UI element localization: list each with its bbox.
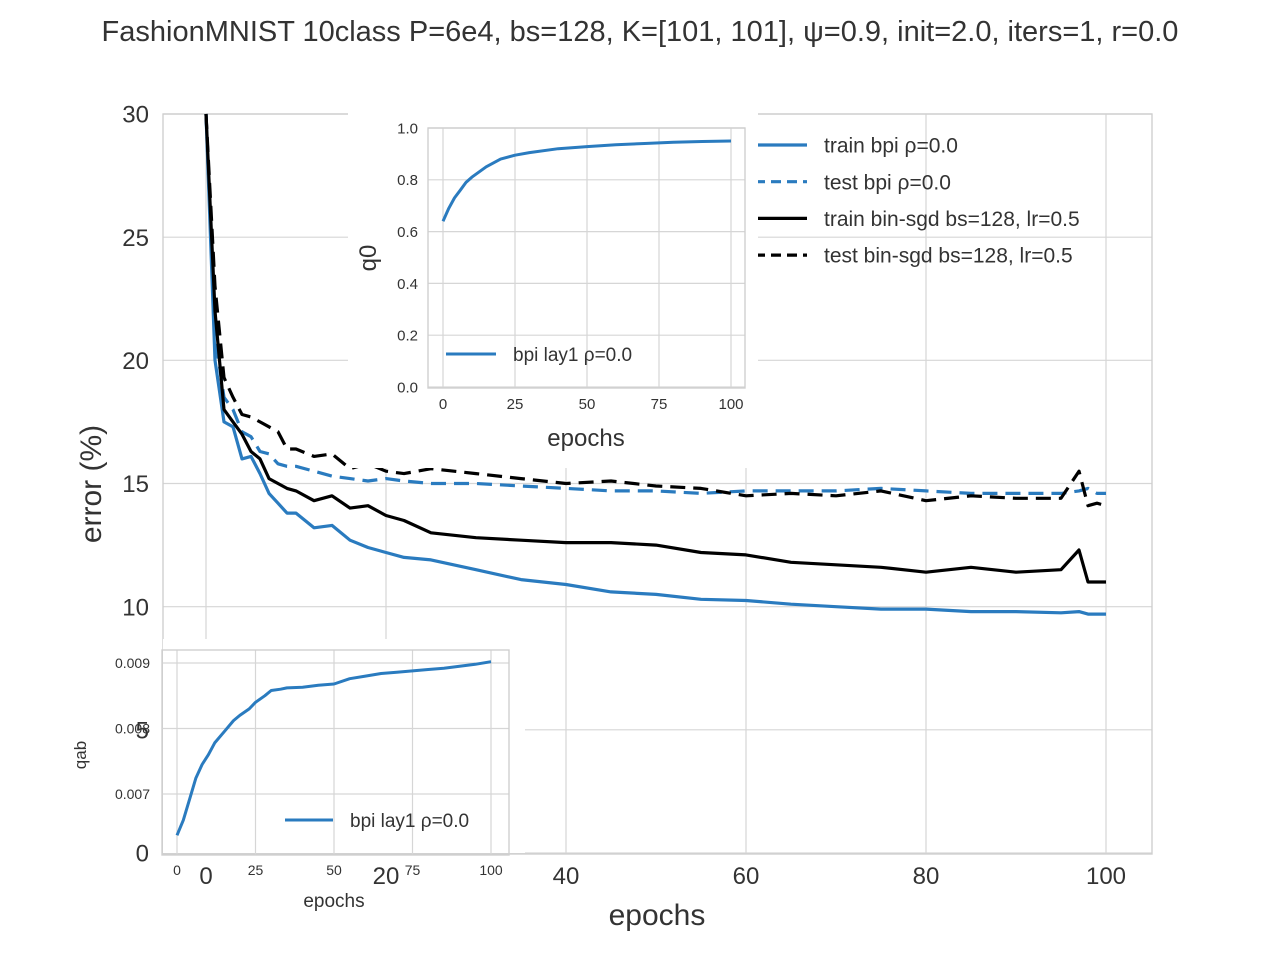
main-x-tick-label: 100: [1086, 863, 1126, 890]
main-legend-label: train bin-sgd bs=128, lr=0.5: [824, 208, 1080, 231]
main-tick-labels: 0 20 40 60 80 100 0 5 10 15 20 25 30: [122, 102, 1126, 890]
main-series-lines: [204, 113, 1107, 616]
inset-qab-series-lines: [175, 660, 492, 836]
main-x-tick-label: 60: [733, 863, 760, 890]
main-x-tick-label: 40: [553, 863, 580, 890]
main-x-tick-label: 0: [199, 863, 212, 890]
inset-q0-background: [348, 112, 758, 468]
main-series-line-1: [204, 113, 1106, 495]
main-y-tick-label: 30: [122, 102, 149, 129]
inset-qab-legend: bpi lay1 ρ=0.0: [285, 811, 469, 832]
main-legend-label: test bin-sgd bs=128, lr=0.5: [824, 245, 1073, 268]
inset-qab-y-tick-label: 0.008: [115, 721, 150, 737]
inset-q0-y-tick-label: 1.0: [397, 120, 418, 137]
inset-q0-series-lines: [441, 139, 732, 222]
inset-qab-x-tick-label: 25: [248, 862, 264, 878]
inset-qab-x-tick-label: 75: [405, 862, 421, 878]
main-x-tick-label: 20: [373, 863, 400, 890]
inset-q0-frame: [427, 127, 746, 389]
inset-q0-x-tick-label: 100: [718, 396, 743, 413]
inset-q0-x-tick-label: 0: [439, 396, 447, 413]
inset-qab-background: [163, 639, 525, 853]
main-x-tick-label: 80: [913, 863, 940, 890]
main-legend-label: train bpi ρ=0.0: [824, 135, 958, 158]
main-y-tick-label: 20: [122, 348, 149, 375]
main-legend: train bpi ρ=0.0 test bpi ρ=0.0 train bin-s…: [755, 135, 1080, 268]
inset-qab-y-tick-label: 0.007: [115, 786, 150, 802]
main-y-tick-label: 0: [136, 841, 149, 868]
inset-qab-x-axis-label: epochs: [303, 891, 364, 912]
main-series-line-2: [204, 113, 1106, 584]
inset-q0-y-axis-label: q0: [355, 245, 382, 272]
main-y-tick-label: 25: [122, 225, 149, 252]
inset-q0-y-tick-label: 0.8: [397, 172, 418, 189]
inset-q0-tick-labels: 0 25 50 75 100 0.0 0.2 0.4 0.6 0.8 1.0: [397, 120, 743, 413]
inset-qab-x-tick-label: 50: [326, 862, 342, 878]
inset-q0-y-tick-label: 0.6: [397, 224, 418, 241]
inset-q0-y-tick-label: 0.2: [397, 328, 418, 345]
main-y-tick-label: 10: [122, 594, 149, 621]
main-x-axis-label: epochs: [609, 899, 706, 932]
inset-qab-x-tick-label: 100: [479, 862, 503, 878]
inset-q0-plot: 0 25 50 75 100 0.0 0.2 0.4 0.6 0.8 1.0 epochs q0 b…: [348, 112, 758, 468]
inset-q0-y-tick-label: 0.0: [397, 379, 418, 396]
inset-qab-gridlines: [162, 650, 509, 855]
inset-q0-y-tick-label: 0.4: [397, 276, 418, 293]
inset-q0-legend: bpi lay1 ρ=0.0: [446, 345, 632, 366]
inset-q0-x-tick-label: 75: [651, 396, 668, 413]
main-series-line-3: [204, 113, 1107, 508]
inset-q0-series-line-0: [441, 139, 732, 222]
main-series-line-0: [204, 113, 1106, 616]
inset-qab-frame: [161, 649, 510, 856]
main-y-tick-label: 5: [136, 717, 149, 744]
main-legend-label: test bpi ρ=0.0: [824, 171, 951, 194]
inset-qab-series-line-0: [175, 660, 492, 836]
inset-qab-y-tick-label: 0.009: [115, 655, 150, 671]
inset-q0-legend-label: bpi lay1 ρ=0.0: [513, 345, 632, 366]
chart-title: FashionMNIST 10class P=6e4, bs=128, K=[1…: [102, 16, 1179, 48]
main-y-axis-label: error (%): [75, 425, 108, 543]
inset-q0-x-tick-label: 50: [579, 396, 596, 413]
inset-qab-x-tick-label: 0: [173, 862, 181, 878]
main-y-tick-label: 15: [122, 471, 149, 498]
inset-qab-legend-label: bpi lay1 ρ=0.0: [350, 811, 469, 832]
inset-q0-x-axis-label: epochs: [547, 425, 624, 452]
inset-qab-y-axis-label: qab: [71, 741, 90, 769]
inset-q0-x-tick-label: 25: [507, 396, 524, 413]
